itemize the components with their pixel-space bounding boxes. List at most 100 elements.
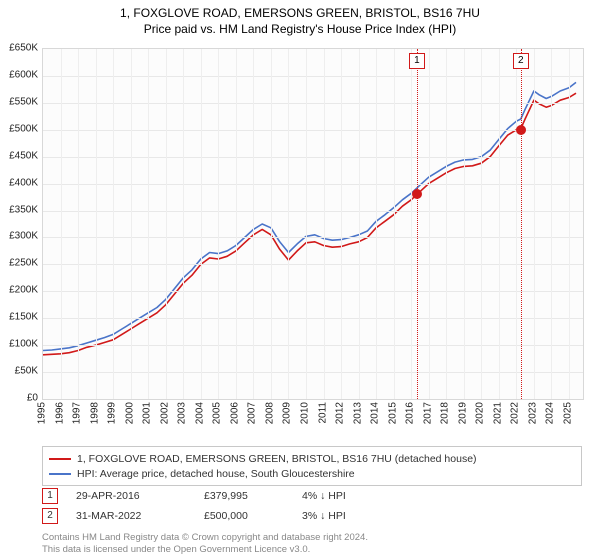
legend: 1, FOXGLOVE ROAD, EMERSONS GREEN, BRISTO… (42, 446, 582, 486)
transaction-row: 129-APR-2016£379,9954% ↓ HPI (42, 486, 582, 506)
marker-dot-2 (516, 125, 526, 135)
footer-line-1: Contains HM Land Registry data © Crown c… (42, 532, 582, 544)
series-hpi (43, 82, 576, 350)
gridline-v (183, 49, 184, 399)
gridline-h (43, 76, 583, 77)
gridline-h (43, 264, 583, 265)
x-axis-label: 2010 (299, 402, 310, 424)
gridline-v (253, 49, 254, 399)
transaction-price: £500,000 (204, 510, 284, 522)
transaction-delta: 3% ↓ HPI (302, 510, 402, 522)
gridline-v (113, 49, 114, 399)
y-axis-label: £300K (9, 231, 38, 242)
x-axis-label: 2008 (264, 402, 275, 424)
y-axis-label: £250K (9, 258, 38, 269)
gridline-v (569, 49, 570, 399)
gridline-h (43, 184, 583, 185)
gridline-h (43, 130, 583, 131)
transactions-table: 129-APR-2016£379,9954% ↓ HPI231-MAR-2022… (42, 486, 582, 526)
gridline-v (376, 49, 377, 399)
gridline-v (78, 49, 79, 399)
gridline-v (341, 49, 342, 399)
gridline-v (61, 49, 62, 399)
x-axis-label: 2016 (405, 402, 416, 424)
x-axis-label: 2000 (124, 402, 135, 424)
gridline-v (201, 49, 202, 399)
x-axis-label: 2014 (370, 402, 381, 424)
legend-row: 1, FOXGLOVE ROAD, EMERSONS GREEN, BRISTO… (49, 451, 575, 466)
gridline-v (148, 49, 149, 399)
gridline-v (411, 49, 412, 399)
x-axis-label: 2005 (212, 402, 223, 424)
gridline-h (43, 291, 583, 292)
transaction-price: £379,995 (204, 490, 284, 502)
x-axis-label: 2022 (510, 402, 521, 424)
footer-attribution: Contains HM Land Registry data © Crown c… (42, 532, 582, 556)
gridline-v (464, 49, 465, 399)
x-axis-label: 2015 (387, 402, 398, 424)
gridline-v (394, 49, 395, 399)
x-axis-label: 2003 (177, 402, 188, 424)
title-block: 1, FOXGLOVE ROAD, EMERSONS GREEN, BRISTO… (0, 0, 600, 36)
x-axis-label: 2006 (229, 402, 240, 424)
title-line-1: 1, FOXGLOVE ROAD, EMERSONS GREEN, BRISTO… (0, 6, 600, 20)
y-axis-label: £200K (9, 285, 38, 296)
gridline-v (429, 49, 430, 399)
x-axis-label: 1998 (89, 402, 100, 424)
gridline-v (218, 49, 219, 399)
marker-dot-1 (412, 189, 422, 199)
legend-row: HPI: Average price, detached house, Sout… (49, 466, 575, 481)
marker-box-2: 2 (513, 53, 529, 69)
gridline-h (43, 103, 583, 104)
gridline-v (324, 49, 325, 399)
chart-container: 1, FOXGLOVE ROAD, EMERSONS GREEN, BRISTO… (0, 0, 600, 560)
transaction-date: 29-APR-2016 (76, 490, 186, 502)
y-axis-label: £650K (9, 43, 38, 54)
marker-line-1 (417, 49, 418, 399)
gridline-v (534, 49, 535, 399)
x-axis-label: 2011 (317, 402, 328, 424)
x-axis-label: 1996 (54, 402, 65, 424)
gridline-h (43, 237, 583, 238)
transaction-row: 231-MAR-2022£500,0003% ↓ HPI (42, 506, 582, 526)
x-axis-label: 2020 (475, 402, 486, 424)
marker-line-2 (521, 49, 522, 399)
x-axis-label: 2012 (335, 402, 346, 424)
transaction-date: 31-MAR-2022 (76, 510, 186, 522)
plot-region: 12 (42, 48, 584, 400)
y-axis-label: £100K (9, 339, 38, 350)
legend-swatch (49, 458, 71, 460)
x-axis-label: 2017 (422, 402, 433, 424)
chart-area: 12 £0£50K£100K£150K£200K£250K£300K£350K£… (42, 48, 582, 398)
x-axis-label: 2023 (527, 402, 538, 424)
line-series-svg (43, 49, 583, 399)
x-axis-label: 1997 (72, 402, 83, 424)
gridline-v (499, 49, 500, 399)
gridline-v (166, 49, 167, 399)
series-property (43, 93, 576, 355)
legend-label: 1, FOXGLOVE ROAD, EMERSONS GREEN, BRISTO… (77, 453, 477, 465)
y-axis-label: £50K (15, 366, 38, 377)
marker-box-1: 1 (409, 53, 425, 69)
x-axis-label: 1999 (107, 402, 118, 424)
gridline-h (43, 372, 583, 373)
x-axis-label: 2013 (352, 402, 363, 424)
y-axis-label: £350K (9, 204, 38, 215)
x-axis-label: 2004 (194, 402, 205, 424)
gridline-v (516, 49, 517, 399)
x-axis-label: 2025 (562, 402, 573, 424)
gridline-v (481, 49, 482, 399)
x-axis-label: 2021 (492, 402, 503, 424)
x-axis-label: 2009 (282, 402, 293, 424)
transaction-delta: 4% ↓ HPI (302, 490, 402, 502)
gridline-h (43, 345, 583, 346)
title-line-2: Price paid vs. HM Land Registry's House … (0, 22, 600, 36)
y-axis-label: £600K (9, 69, 38, 80)
legend-label: HPI: Average price, detached house, Sout… (77, 468, 355, 480)
gridline-v (271, 49, 272, 399)
y-axis-label: £450K (9, 150, 38, 161)
x-axis-label: 2007 (247, 402, 258, 424)
x-axis-label: 2001 (142, 402, 153, 424)
legend-swatch (49, 473, 71, 475)
gridline-h (43, 318, 583, 319)
